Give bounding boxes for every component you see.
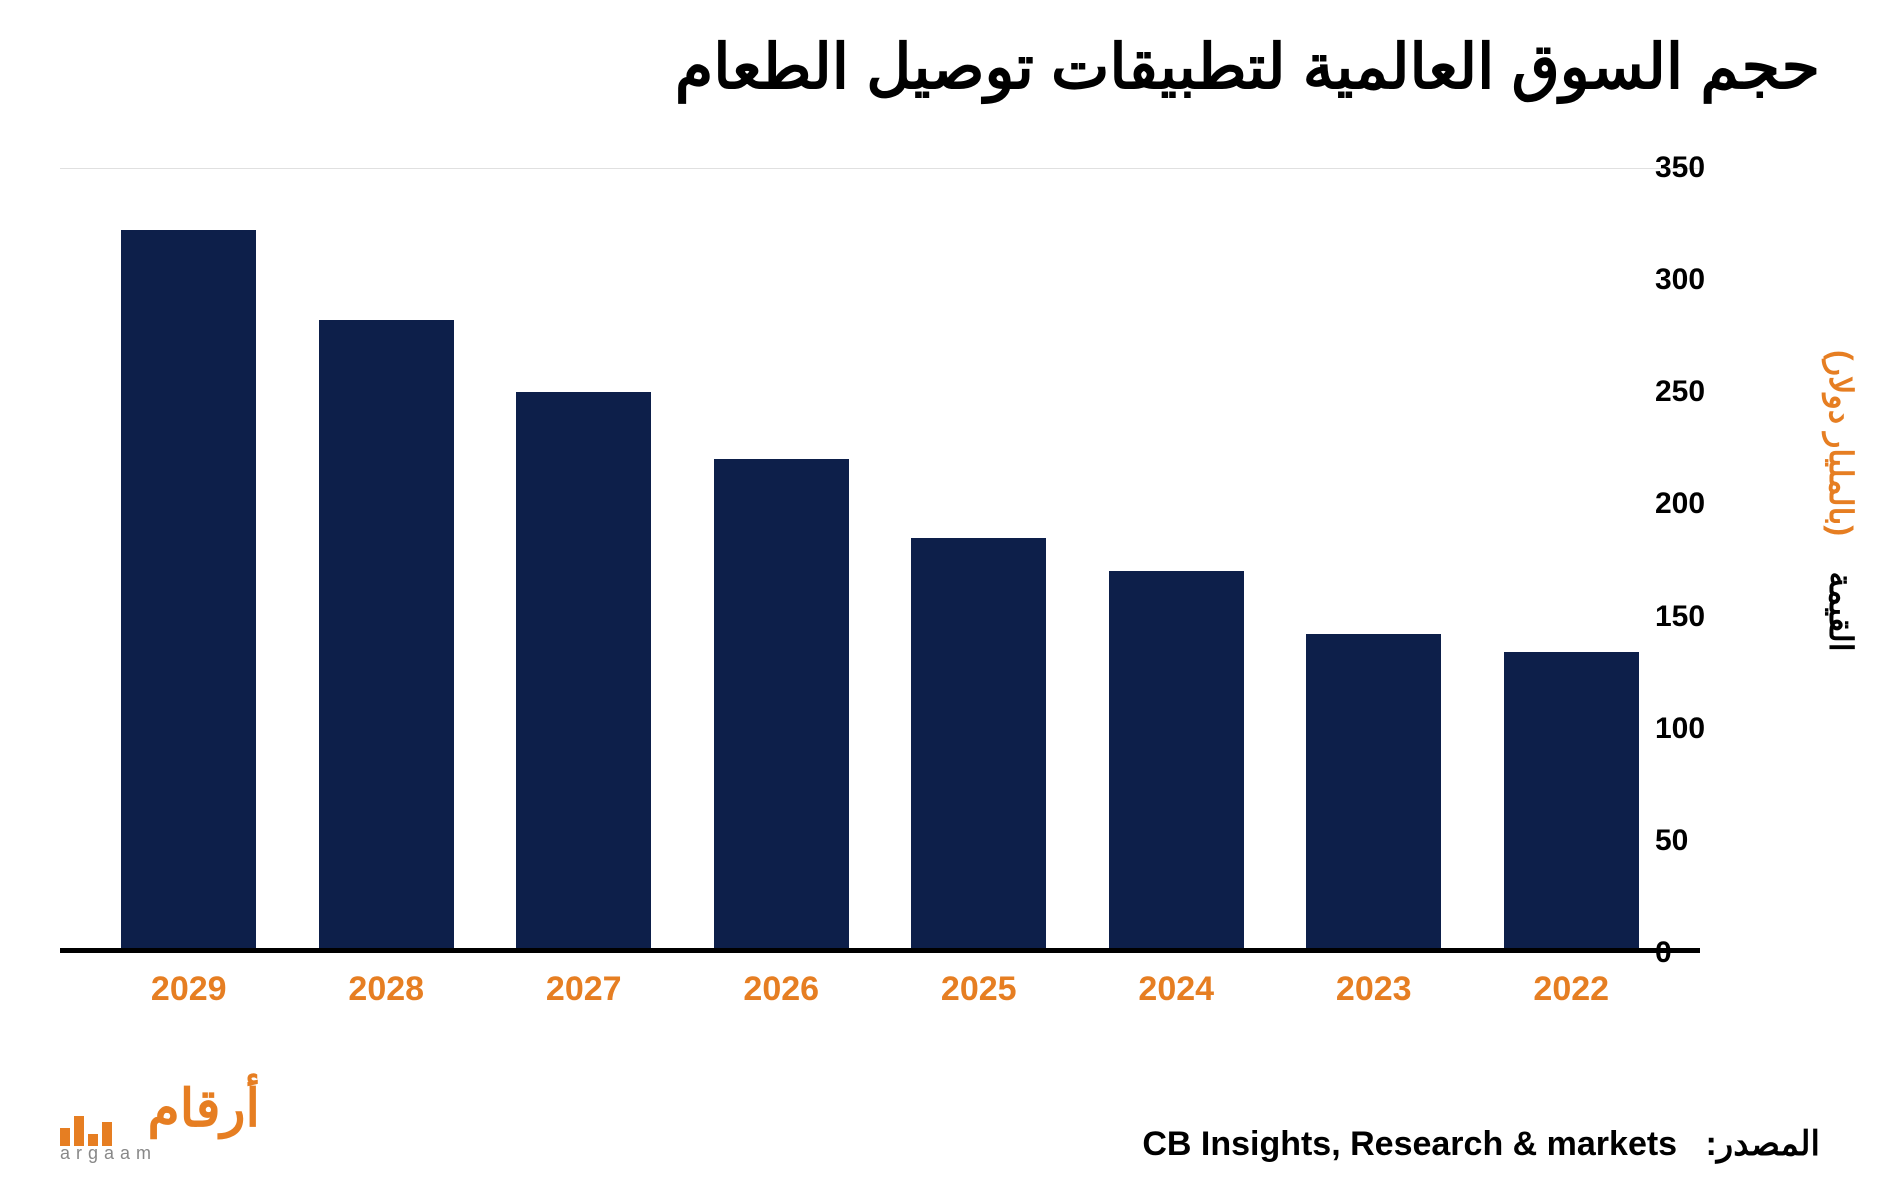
argaam-logo: أرقام argaam — [60, 1084, 260, 1164]
chart-title: حجم السوق العالمية لتطبيقات توصيل الطعام — [675, 30, 1820, 103]
y-axis-label-part1: القيمة — [1823, 572, 1859, 652]
y-axis-label-part2: (بالمليار دولار) — [1823, 350, 1859, 536]
y-axis-tick-label: 250 — [1655, 375, 1705, 409]
plot-area — [60, 168, 1700, 953]
x-axis-tick-label: 2028 — [319, 970, 454, 1009]
bars-group — [60, 168, 1700, 948]
source-text: CB Insights, Research & markets — [1142, 1125, 1677, 1163]
x-axis-tick-label: 2027 — [516, 970, 651, 1009]
x-axis-tick-label: 2026 — [714, 970, 849, 1009]
logo-bars-icon — [60, 1116, 112, 1146]
y-axis-tick-label: 0 — [1655, 936, 1672, 970]
bar — [516, 392, 651, 948]
x-axis-tick-label: 2024 — [1109, 970, 1244, 1009]
x-axis-tick-label: 2022 — [1504, 970, 1639, 1009]
y-axis-tick-label: 150 — [1655, 600, 1705, 634]
y-axis-label: القيمة (بالمليار دولار) — [1822, 350, 1860, 652]
logo-arabic-text: أرقام — [148, 1079, 260, 1139]
bar — [121, 230, 256, 948]
x-axis-tick-label: 2029 — [121, 970, 256, 1009]
bar — [319, 320, 454, 948]
x-axis-tick-label: 2025 — [911, 970, 1046, 1009]
bar — [714, 459, 849, 948]
x-axis-tick-label: 2023 — [1306, 970, 1441, 1009]
bar — [1306, 634, 1441, 948]
source-citation: المصدر: CB Insights, Research & markets — [1142, 1124, 1820, 1164]
bar — [1109, 571, 1244, 948]
y-axis-tick-label: 300 — [1655, 263, 1705, 297]
bar — [911, 538, 1046, 948]
y-axis-tick-label: 350 — [1655, 151, 1705, 185]
bar — [1504, 652, 1639, 948]
chart-container: حجم السوق العالمية لتطبيقات توصيل الطعام… — [0, 0, 1880, 1194]
y-axis-tick-label: 50 — [1655, 824, 1688, 858]
logo-english-text: argaam — [60, 1143, 157, 1164]
source-label: المصدر: — [1705, 1125, 1820, 1163]
y-axis-tick-label: 200 — [1655, 487, 1705, 521]
y-axis-tick-label: 100 — [1655, 712, 1705, 746]
x-axis-labels: 2029 2028 2027 2026 2025 2024 2023 2022 — [60, 970, 1700, 1009]
